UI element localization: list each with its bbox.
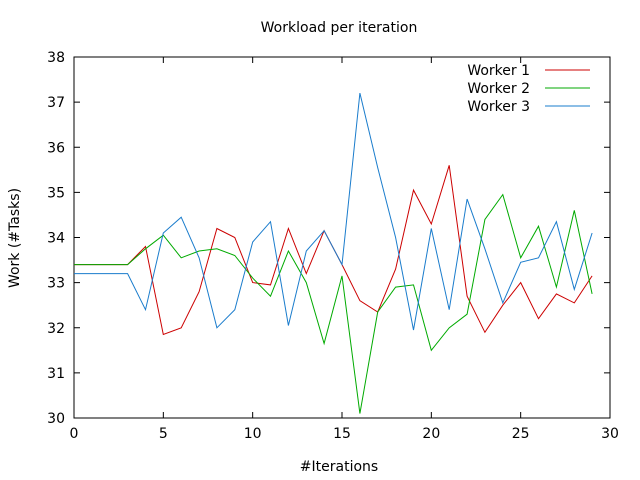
y-tick-label: 37 <box>47 95 65 111</box>
legend: Worker 1 Worker 2 Worker 3 <box>467 63 590 115</box>
x-axis-label: #Iterations <box>300 459 378 475</box>
y-tick-label: 31 <box>47 366 65 382</box>
x-tick-label: 15 <box>333 426 351 442</box>
x-tick-label: 5 <box>159 426 168 442</box>
y-tick-label: 38 <box>47 50 65 66</box>
y-tick-label: 35 <box>47 185 65 201</box>
y-tick-label: 33 <box>47 276 65 292</box>
legend-label: Worker 1 <box>467 63 530 79</box>
y-tick-label: 36 <box>47 140 65 156</box>
x-tick-label: 25 <box>512 426 530 442</box>
x-tick-label: 20 <box>422 426 440 442</box>
y-tick-label: 34 <box>47 231 65 247</box>
chart-title: Workload per iteration <box>261 20 418 36</box>
y-tick-label: 30 <box>47 411 65 427</box>
x-tick-label: 10 <box>244 426 262 442</box>
y-tick-label: 32 <box>47 321 65 337</box>
x-tick-label: 0 <box>70 426 79 442</box>
y-axis-label: Work (#Tasks) <box>7 188 23 288</box>
plot-series <box>74 92 593 414</box>
axes: 0 5 10 15 20 25 30 30 31 32 33 34 35 36 37 38 <box>47 50 619 442</box>
series-line-worker-2 <box>74 193 593 414</box>
legend-label: Worker 3 <box>467 99 530 115</box>
legend-label: Worker 2 <box>467 81 530 97</box>
x-tick-label: 30 <box>601 426 619 442</box>
series-line-worker-3 <box>74 92 593 331</box>
